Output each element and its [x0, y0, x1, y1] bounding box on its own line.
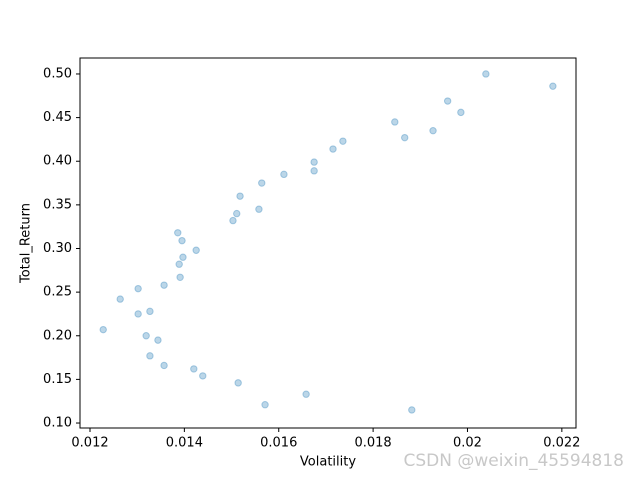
watermark: CSDN @weixin_45594818 [403, 451, 624, 471]
scatter-point [339, 137, 347, 145]
x-tick-label: 0.02 [453, 436, 482, 451]
scatter-point [192, 246, 200, 254]
y-tick-label: 0.25 [43, 285, 72, 300]
scatter-point [190, 365, 198, 373]
scatter-point [302, 390, 310, 398]
scatter-point [280, 170, 288, 179]
y-tick-label: 0.10 [43, 416, 72, 431]
y-tick-label: 0.35 [43, 197, 72, 212]
scatter-point [134, 310, 142, 318]
scatter-point [258, 179, 266, 187]
y-tick-label: 0.30 [43, 241, 72, 256]
scatter-point [176, 273, 184, 281]
scatter-point [134, 284, 142, 293]
scatter-point [310, 167, 318, 175]
scatter-point [160, 281, 168, 289]
scatter-point [178, 236, 186, 245]
scatter-point [549, 82, 557, 90]
scatter-point [154, 336, 162, 344]
scatter-point [175, 260, 183, 268]
plot-frame [79, 57, 577, 429]
y-axis-label: Total_Return [19, 203, 34, 284]
x-tick-label: 0.016 [260, 436, 297, 451]
scatter-point [116, 295, 124, 303]
scatter-point [234, 379, 242, 387]
scatter-point [160, 361, 168, 370]
scatter-point [142, 332, 150, 340]
scatter-point [99, 325, 107, 334]
scatter-point [199, 372, 207, 380]
scatter-point [310, 158, 318, 166]
x-tick-label: 0.022 [543, 436, 580, 451]
scatter-point [229, 216, 237, 225]
y-tick-label: 0.20 [43, 328, 72, 343]
scatter-point [174, 229, 182, 237]
scatter-point [261, 401, 269, 409]
y-tick-label: 0.15 [43, 372, 72, 387]
scatter-point [146, 307, 154, 316]
scatter-point [329, 145, 337, 153]
x-tick-label: 0.018 [354, 436, 391, 451]
scatter-point [179, 253, 187, 261]
scatter-point [255, 205, 263, 213]
x-tick-label: 0.012 [71, 436, 108, 451]
scatter-point [391, 118, 399, 126]
y-tick-label: 0.45 [43, 110, 72, 125]
scatter-point [482, 70, 490, 78]
scatter-point [233, 209, 241, 218]
scatter-point [408, 406, 416, 414]
x-axis-label: Volatility [300, 455, 356, 470]
scatter-point [429, 126, 437, 135]
scatter-point [146, 352, 154, 360]
scatter-point [443, 97, 452, 105]
y-tick-label: 0.40 [43, 154, 72, 169]
scatter-point [236, 192, 244, 200]
y-tick-label: 0.50 [43, 66, 72, 81]
x-tick-label: 0.014 [166, 436, 203, 451]
scatter-point [457, 108, 465, 117]
scatter-point [401, 133, 409, 142]
